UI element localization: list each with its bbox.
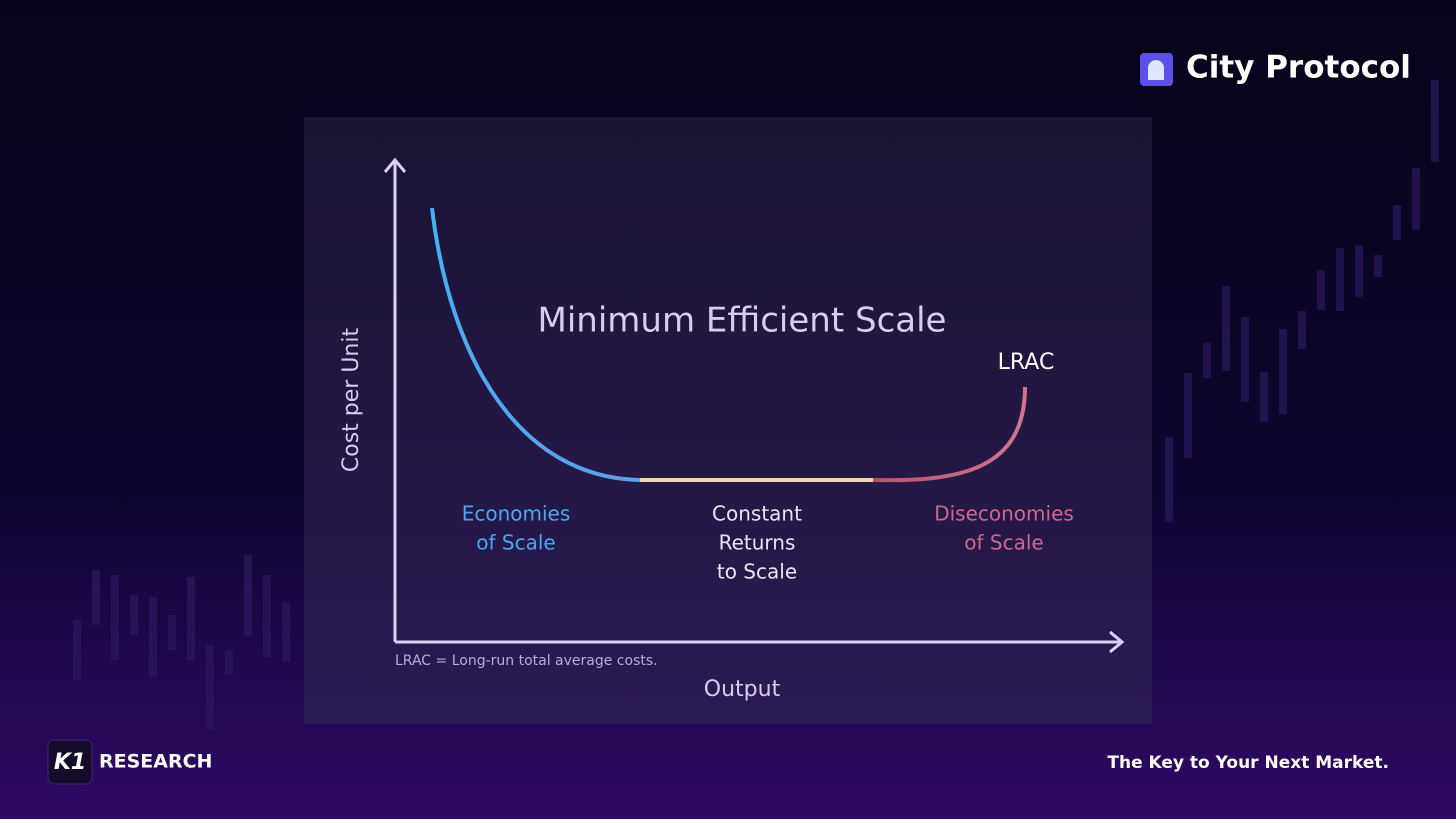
note: LRAC = Long-run total average costs. xyxy=(395,653,658,669)
region-label: Returns xyxy=(719,531,796,555)
region-labels: Economies of Scale Constant Returns to Scale… xyxy=(462,502,1074,584)
diagram-title: Minimum Efficient Scale xyxy=(538,301,947,341)
footer-logo: K1 xyxy=(54,750,86,775)
region-label: Constant xyxy=(712,502,802,526)
axes xyxy=(383,157,1125,654)
region-label: Economies xyxy=(462,502,571,526)
curve-diseconomies xyxy=(872,386,1027,483)
region-label: to Scale xyxy=(717,560,797,584)
y-axis-label: Cost per Unit xyxy=(339,328,364,473)
footer-tagline: The Key to Your Next Market. xyxy=(1107,753,1389,773)
region-label: of Scale xyxy=(964,531,1043,555)
region-label: Diseconomies xyxy=(934,502,1074,526)
diagram-panel xyxy=(304,117,1152,724)
curve-label: LRAC xyxy=(998,350,1055,375)
decor-candles xyxy=(73,80,1439,730)
region-label: of Scale xyxy=(476,531,555,555)
brand-name: City Protocol xyxy=(1186,50,1411,86)
curve-economies xyxy=(430,207,641,482)
footer-logo-box xyxy=(47,739,93,785)
brand-icon-shape xyxy=(1148,60,1164,80)
x-axis-label: Output xyxy=(704,677,781,702)
footer-label: RESEARCH xyxy=(99,751,212,773)
